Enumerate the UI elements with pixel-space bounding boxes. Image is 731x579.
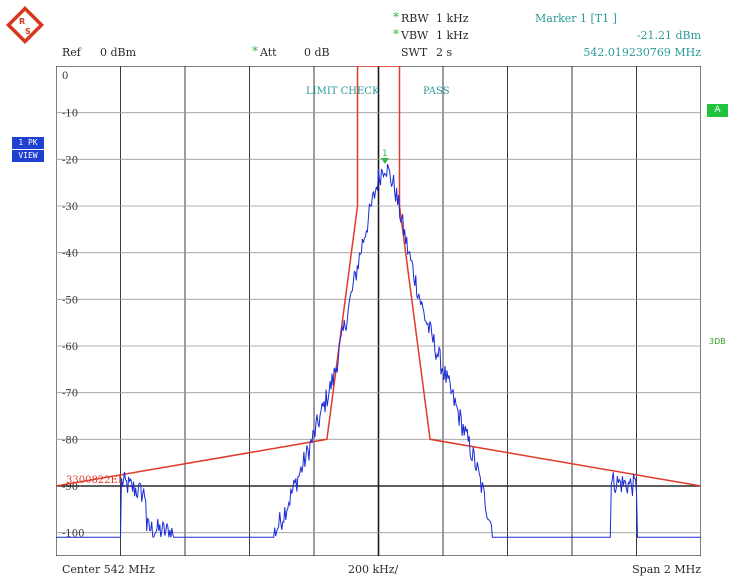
- rbw-label: RBW: [401, 12, 429, 25]
- limit-check-label: LIMIT CHECK: [306, 86, 380, 97]
- y-tick-label: -90: [62, 482, 78, 493]
- y-tick-label: -10: [62, 109, 78, 120]
- y-tick-labels: 0 -10 -20 -30 -40 -50 -60 -70 -80 -90 -100: [62, 71, 84, 540]
- limit-check-result: PASS: [423, 86, 450, 97]
- rbw-modified-star-icon: *: [393, 10, 399, 24]
- y-tick-label: -80: [62, 435, 78, 446]
- swt-value: 2 s: [436, 46, 453, 59]
- svg-text:R: R: [19, 17, 25, 26]
- marker-frequency: 542.019230769 MHz: [583, 46, 701, 59]
- vbw-modified-star-icon: *: [393, 27, 399, 41]
- spectrum-chart[interactable]: 0 -10 -20 -30 -40 -50 -60 -70 -80 -90 -100 3300822…: [55, 65, 702, 557]
- spectrum-plot[interactable]: 0 -10 -20 -30 -40 -50 -60 -70 -80 -90 -100 3300822…: [55, 65, 702, 557]
- y-tick-label: -40: [62, 249, 78, 260]
- vbw-label: VBW: [401, 29, 429, 42]
- marker-1-triangle-icon[interactable]: [380, 157, 389, 164]
- span-per-division: 200 kHz/: [348, 563, 399, 576]
- marker-title: Marker 1 [T1 ]: [535, 12, 617, 25]
- trace-a-badge[interactable]: A: [707, 104, 728, 117]
- span-value: Span 2 MHz: [632, 563, 701, 576]
- ref-value: 0 dBm: [100, 46, 137, 59]
- db-tag: 3DB: [709, 337, 726, 346]
- rbw-value: 1 kHz: [436, 12, 469, 25]
- marker-number: 1: [382, 149, 388, 159]
- trace-line: [56, 163, 701, 538]
- att-label: Att: [260, 46, 277, 59]
- y-tick-label: -30: [62, 202, 78, 213]
- att-modified-star-icon: *: [252, 44, 258, 58]
- y-tick-label: -70: [62, 389, 78, 400]
- y-tick-label: -100: [62, 529, 84, 540]
- center-frequency: Center 542 MHz: [62, 563, 155, 576]
- horizontal-gridlines: [56, 112, 701, 534]
- y-tick-label: -60: [62, 342, 78, 353]
- rohde-schwarz-logo-icon: R S: [6, 6, 44, 44]
- swt-label: SWT: [401, 46, 428, 59]
- y-tick-label: -20: [62, 155, 78, 166]
- limit-line-name: 3300822EI: [66, 475, 122, 486]
- marker-level: -21.21 dBm: [636, 29, 701, 42]
- att-value: 0 dB: [304, 46, 330, 59]
- y-tick-label: 0: [62, 71, 68, 82]
- trace-mode-badge[interactable]: 1 PK: [12, 137, 44, 149]
- y-tick-label: -50: [62, 295, 78, 306]
- limit-line: [55, 65, 702, 487]
- svg-text:S: S: [25, 27, 31, 36]
- trace-view-badge[interactable]: VIEW: [12, 150, 44, 162]
- vbw-value: 1 kHz: [436, 29, 469, 42]
- ref-label: Ref: [62, 46, 81, 59]
